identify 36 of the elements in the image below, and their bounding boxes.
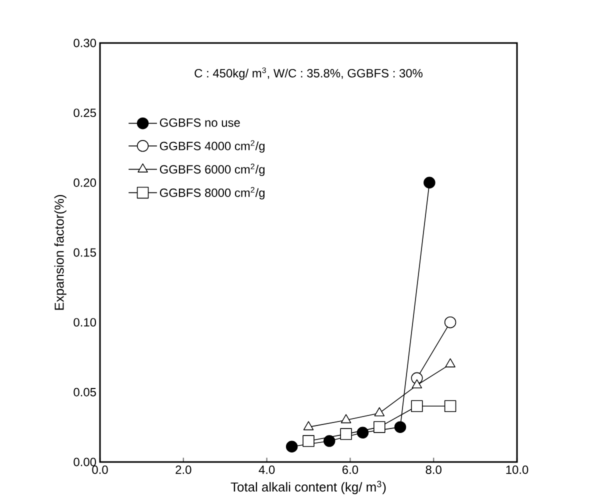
x-tick-label: 4.0 xyxy=(258,466,275,474)
y-tick-label: 0.10 xyxy=(74,318,96,327)
y-tick-label: 0.15 xyxy=(74,248,96,257)
point xyxy=(286,440,298,452)
y-tick-label: 0.05 xyxy=(74,388,96,396)
x-tick-label: 2.0 xyxy=(176,466,192,474)
y-tick-label: 0.25 xyxy=(74,108,96,118)
point xyxy=(323,435,336,447)
point xyxy=(394,421,406,433)
x-tick-label: 6.0 xyxy=(342,466,358,474)
point xyxy=(444,400,456,412)
x-tick-label: 10.0 xyxy=(506,466,528,474)
legend-label: GGBFS 4000 cm$^{2}$/g xyxy=(160,140,264,153)
point xyxy=(424,176,436,189)
legend-label: GGBFS no use xyxy=(160,118,240,127)
annotation: C : 450kg/ m$^{3}$, W/C : 35.8%, GGBFS : 30% xyxy=(194,67,422,80)
x-axis-title: Total alkali content (kg/ m$^{3}$) xyxy=(230,480,386,494)
point xyxy=(444,316,456,328)
point xyxy=(340,414,352,424)
x-tick-label: 8.0 xyxy=(426,466,442,474)
point xyxy=(356,426,369,439)
point xyxy=(340,428,352,440)
point xyxy=(374,421,386,433)
point xyxy=(303,421,314,430)
y-tick-label: 0.20 xyxy=(74,178,96,187)
point xyxy=(412,379,422,388)
y-tick-label: 0.00 xyxy=(74,458,96,466)
legend-label: GGBFS 6000 cm$^{2}$/g xyxy=(160,164,264,176)
point xyxy=(374,407,385,416)
y-tick-label: 0.30 xyxy=(74,38,96,48)
y-axis-title: Expansion factor(%) xyxy=(54,195,66,310)
point xyxy=(302,435,314,447)
point xyxy=(411,400,423,412)
legend-label: GGBFS 8000 cm$^{2}$/g xyxy=(160,186,264,200)
x-tick-label: 0.0 xyxy=(92,466,108,474)
point xyxy=(445,358,456,368)
